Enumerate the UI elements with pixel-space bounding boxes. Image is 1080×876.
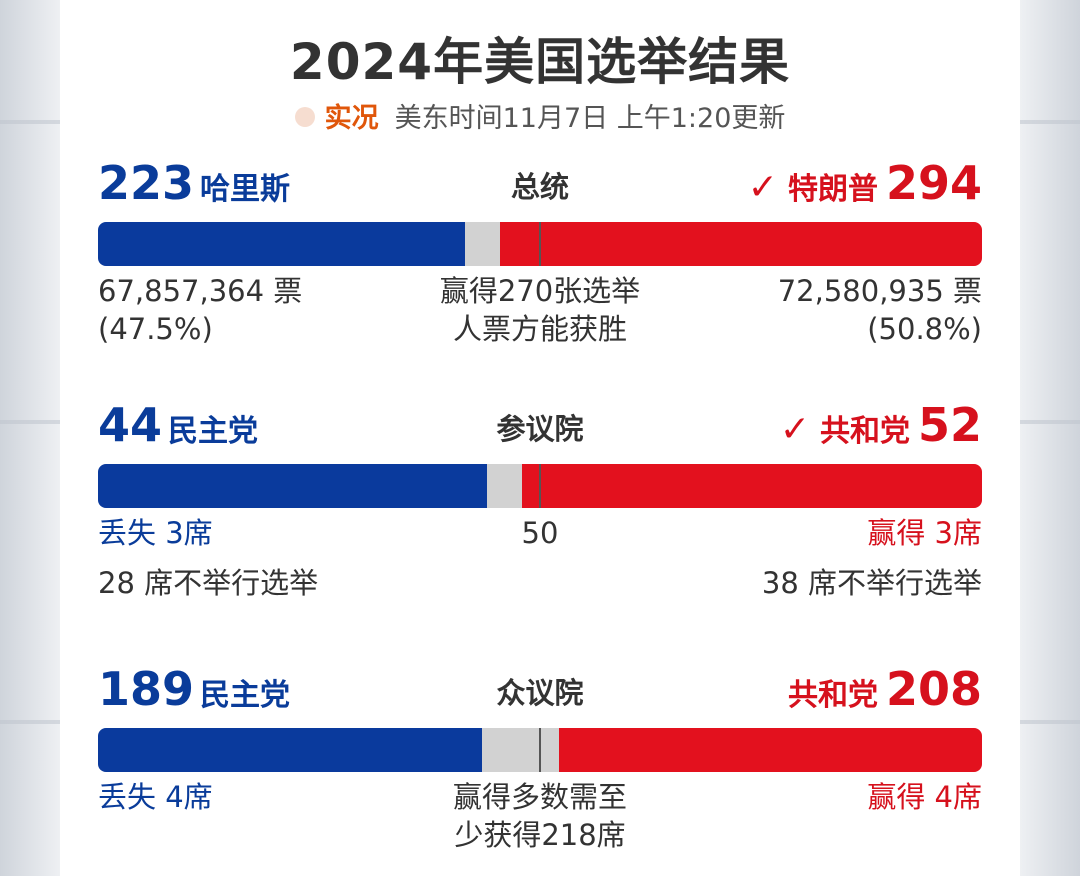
rep-party-name: 共和党: [819, 414, 910, 449]
dem-president-tally: 223 哈里斯: [98, 156, 290, 210]
dem-house-count: 189: [98, 662, 195, 716]
majority-line-1: 赢得多数需至: [452, 780, 627, 814]
president-section[interactable]: 223 哈里斯 总统 ✓ 特朗普 294 67,857,364 票 (47.5%) 赢…: [98, 150, 982, 362]
threshold-line-2: 人票方能获胜: [452, 312, 627, 346]
dem-senate-details: 丢失 3席 28 席不举行选举: [98, 514, 318, 602]
senate-section[interactable]: 44 民主党 参议院 ✓ 共和党 52 丢失 3席 28 席不举行选举 50 赢得 3…: [98, 392, 982, 604]
winner-check-icon: ✓: [747, 167, 778, 208]
rep-house-tally: 共和党 208: [788, 662, 982, 716]
rep-ev-count: 294: [885, 156, 982, 210]
majority-tick: [539, 222, 541, 266]
dem-seat-change: 丢失 3席: [98, 516, 213, 550]
rep-candidate-name: 特朗普: [787, 172, 878, 207]
dem-house-tally: 189 民主党: [98, 662, 290, 716]
rep-pct: (50.8%): [867, 312, 982, 346]
status-line: 实况 美东时间11月7日 上午1:20更新: [60, 96, 1020, 135]
dem-pct: (47.5%): [98, 312, 213, 346]
rep-bar-segment: [522, 464, 982, 508]
dem-senate-count: 44: [98, 398, 163, 452]
president-label: 总统: [510, 170, 569, 204]
majority-line-2: 少获得218席: [454, 818, 626, 852]
president-bar: [98, 222, 982, 266]
majority-tick: [539, 728, 541, 772]
dem-seats-not-up: 28 席不举行选举: [98, 566, 319, 600]
update-time: 美东时间11月7日 上午1:20更新: [394, 103, 786, 134]
rep-bar-segment: [500, 222, 982, 266]
dem-seat-change: 丢失 4席: [98, 780, 213, 814]
winner-check-icon: ✓: [779, 409, 810, 450]
dem-bar-segment: [98, 222, 465, 266]
senate-label: 参议院: [496, 412, 584, 446]
dem-party-name: 民主党: [200, 678, 291, 713]
majority-tick: [539, 464, 541, 508]
results-card: 2024年美国选举结果 实况 美东时间11月7日 上午1:20更新 223 哈里斯 …: [60, 0, 1020, 876]
rep-votes: 72,580,935 票: [777, 274, 982, 308]
dem-ev-count: 223: [98, 156, 195, 210]
house-bar: [98, 728, 982, 772]
dem-popular-vote: 67,857,364 票 (47.5%): [98, 272, 302, 348]
rep-senate-details: 赢得 3席 38 席不举行选举: [762, 514, 982, 602]
house-label: 众议院: [496, 676, 584, 710]
rep-seat-change: 赢得 3席: [867, 516, 982, 550]
live-label: 实况: [324, 103, 379, 134]
dem-votes: 67,857,364 票: [98, 274, 303, 308]
senate-bar: [98, 464, 982, 508]
rep-senate-tally: ✓ 共和党 52: [780, 398, 982, 452]
rep-house-count: 208: [885, 662, 982, 716]
rep-seats-not-up: 38 席不举行选举: [761, 566, 982, 600]
rep-popular-vote: 72,580,935 票 (50.8%): [778, 272, 982, 348]
background-left: [0, 0, 60, 876]
undecided-bar-segment: [481, 728, 560, 772]
rep-senate-count: 52: [917, 398, 982, 452]
dem-candidate-name: 哈里斯: [200, 172, 291, 207]
threshold-line-1: 赢得270张选举: [439, 274, 641, 308]
page-title: 2024年美国选举结果: [289, 33, 791, 91]
dem-bar-segment: [98, 728, 482, 772]
dem-bar-segment: [98, 464, 487, 508]
majority-mark: 50: [521, 516, 559, 550]
undecided-bar-segment: [486, 464, 523, 508]
rep-party-name: 共和党: [787, 678, 878, 713]
house-section[interactable]: 189 民主党 众议院 共和党 208 丢失 4席 赢得多数需至 少获得218席 赢…: [98, 656, 982, 868]
dem-senate-tally: 44 民主党: [98, 398, 258, 452]
background-right: [1020, 0, 1080, 876]
undecided-bar-segment: [464, 222, 501, 266]
live-dot-icon: [294, 106, 315, 127]
dem-party-name: 民主党: [168, 414, 259, 449]
rep-seat-change: 赢得 4席: [867, 780, 982, 814]
win-threshold-note: 赢得270张选举 人票方能获胜: [98, 272, 982, 348]
majority-note: 赢得多数需至 少获得218席: [98, 778, 982, 854]
rep-president-tally: ✓ 特朗普 294: [748, 156, 982, 210]
rep-bar-segment: [559, 728, 982, 772]
